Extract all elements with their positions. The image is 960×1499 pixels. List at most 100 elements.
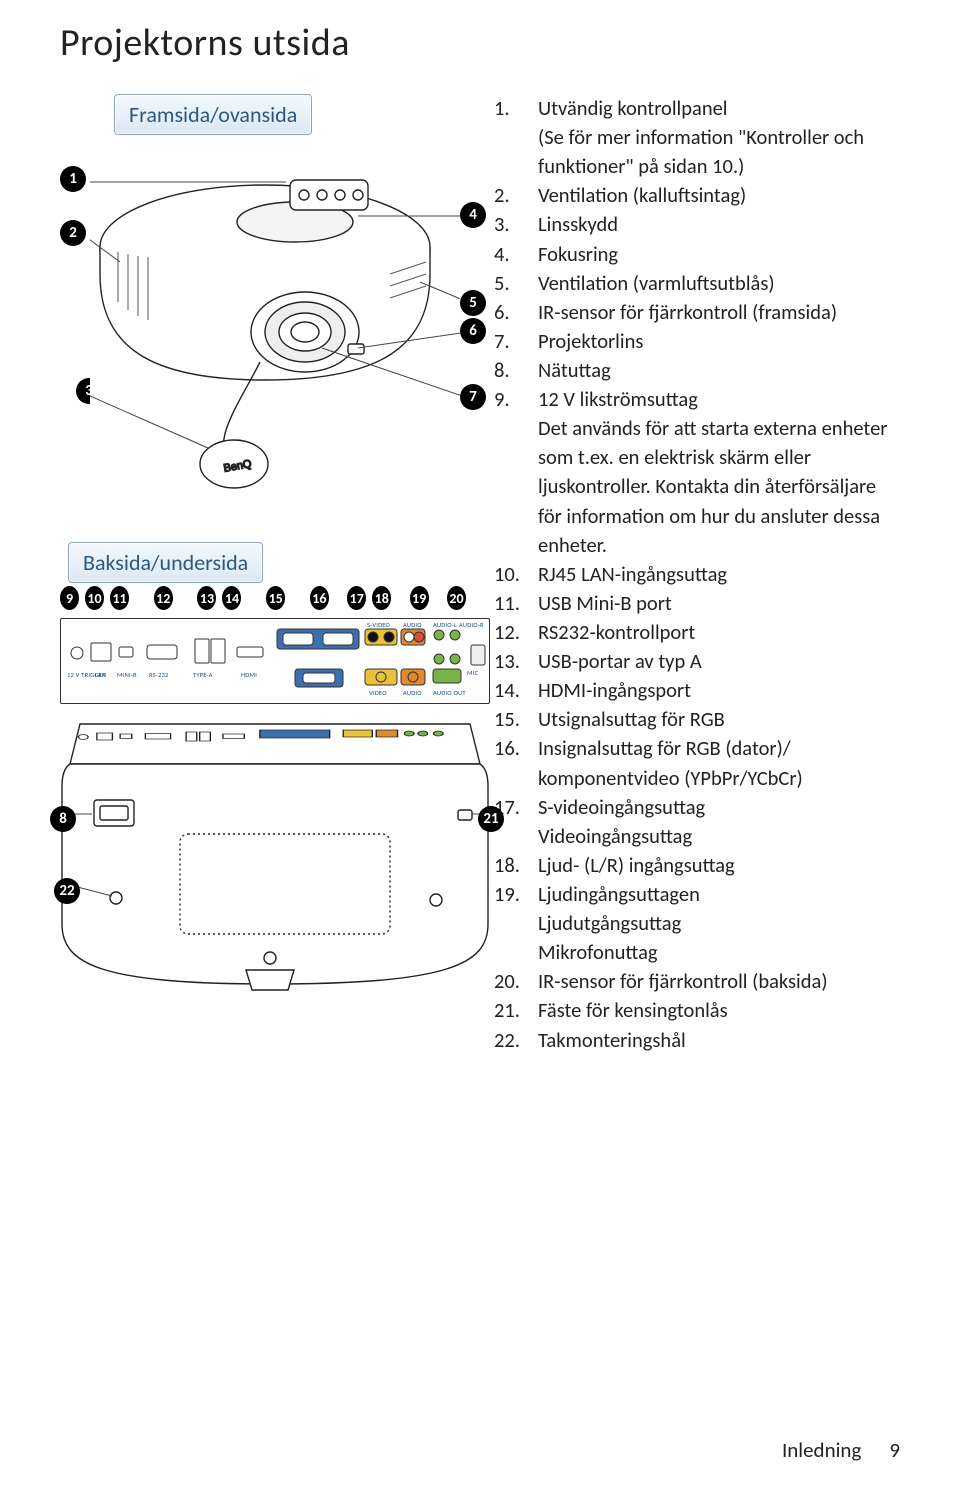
list-item-subtext: Det används för att starta externa enhet… <box>538 414 900 560</box>
callout-12: 12 <box>154 586 173 610</box>
list-item-number: 21. <box>494 996 528 1025</box>
list-item-text: Projektorlins <box>538 327 900 356</box>
rear-callout-row: 9 10 11 12 13 14 15 16 17 18 19 <box>60 586 466 610</box>
port-label-audioout: AUDIO OUT <box>433 689 466 697</box>
callout-17: 17 <box>347 586 366 610</box>
list-item: 19.LjudingångsuttagenLjudutgångsuttagMik… <box>494 880 900 967</box>
port-label-audio2: AUDIO <box>403 689 422 697</box>
list-item-number: 2. <box>494 181 528 210</box>
list-item-number: 19. <box>494 880 528 967</box>
port-label-comp1: COMPUTER-1 <box>303 689 341 697</box>
front-panel-label: Framsida/ovansida <box>114 94 312 135</box>
list-item: 21. Fäste för kensingtonlås <box>494 996 900 1025</box>
list-item-number: 9. <box>494 385 528 560</box>
list-item: 7. Projektorlins <box>494 327 900 356</box>
list-item: 10. RJ45 LAN-ingångsuttag <box>494 560 900 589</box>
list-item: 5.Ventilation (varmluftsutblås) <box>494 269 900 298</box>
callout-4: 4 <box>460 202 486 228</box>
callout-6: 6 <box>460 318 486 344</box>
list-item-number: 7. <box>494 327 528 356</box>
callout-15: 15 <box>266 586 285 610</box>
list-item-subtext: (Se för mer information "Kontroller och … <box>538 123 900 181</box>
list-item-text: RS232-kontrollport <box>538 618 900 647</box>
list-item-text: RJ45 LAN-ingångsuttag <box>538 560 900 589</box>
list-item-text: Ventilation (varmluftsutblås) <box>538 269 900 298</box>
list-item-text: Fäste för kensingtonlås <box>538 996 900 1025</box>
callout-22: 22 <box>54 878 80 904</box>
callout-20: 20 <box>447 586 466 610</box>
port-label-monitor: MONITOR OUT <box>279 621 321 629</box>
list-item: 1.Utvändig kontrollpanel(Se för mer info… <box>494 94 900 181</box>
callout-21: 21 <box>478 806 504 832</box>
list-item-number: 6. <box>494 298 528 327</box>
list-item-text: Utsignalsuttag för RGB <box>538 705 900 734</box>
callout-16: 16 <box>310 586 329 610</box>
callout-8: 8 <box>50 806 76 832</box>
port-label-hdmi: HDMI <box>241 671 257 679</box>
list-item-number: 18. <box>494 851 528 880</box>
port-label-audior: AUDIO-R <box>459 621 484 629</box>
list-item-text: Linsskydd <box>538 210 900 239</box>
description-list: 1.Utvändig kontrollpanel(Se för mer info… <box>494 94 900 1055</box>
list-item-number: 12. <box>494 618 528 647</box>
list-item: 12. RS232-kontrollport <box>494 618 900 647</box>
list-item-number: 3. <box>494 210 528 239</box>
list-item-text: IR-sensor för fjärrkontroll (baksida) <box>538 967 900 996</box>
projector-front-illustration: BenQ <box>90 142 460 492</box>
list-item-number: 10. <box>494 560 528 589</box>
port-label-mic: MIC <box>467 669 478 677</box>
list-item-number: 1. <box>494 94 528 181</box>
list-item-text: Ljud- (L/R) ingångsuttag <box>538 851 900 880</box>
list-item-text: 12 V likströmsuttagDet används för att s… <box>538 385 900 560</box>
list-item-number: 16. <box>494 734 528 792</box>
callout-14: 14 <box>222 586 241 610</box>
list-item-number: 20. <box>494 967 528 996</box>
list-item-number: 22. <box>494 1026 528 1055</box>
list-item: 20. IR-sensor för fjärrkontroll (baksida) <box>494 967 900 996</box>
list-item-number: 14. <box>494 676 528 705</box>
list-item: 17.S-videoingångsuttagVideoingångsuttag <box>494 793 900 851</box>
rear-area: Baksida/undersida 9 10 11 12 13 14 15 16… <box>60 542 466 1022</box>
list-item-text: IR-sensor för fjärrkontroll (framsida) <box>538 298 900 327</box>
list-item-number: 8. <box>494 356 528 385</box>
left-column: Framsida/ovansida 1 2 3 4 5 6 7 <box>60 94 466 1055</box>
list-item-text: Utvändig kontrollpanel(Se för mer inform… <box>538 94 900 181</box>
rear-panel-label: Baksida/undersida <box>68 542 263 583</box>
port-label-svideo: S-VIDEO <box>367 621 390 629</box>
callout-5: 5 <box>460 290 486 316</box>
list-item-subtext: Mikrofonuttag <box>538 938 900 967</box>
front-area: Framsida/ovansida 1 2 3 4 5 6 7 <box>60 94 466 534</box>
rear-port-strip: 12 V TRIGGER LAN MINI-B RS-232 TYPE-A HD… <box>60 618 490 704</box>
list-item: 9.12 V likströmsuttagDet används för att… <box>494 385 900 560</box>
projector-svg: BenQ <box>90 142 460 492</box>
port-label-lan: LAN <box>95 671 106 679</box>
list-item-text: Ventilation (kalluftsintag) <box>538 181 900 210</box>
list-item: 8.Nätuttag <box>494 356 900 385</box>
port-label-minib: MINI-B <box>117 671 137 679</box>
list-item: 18. Ljud- (L/R) ingångsuttag <box>494 851 900 880</box>
list-item-number: 15. <box>494 705 528 734</box>
list-item-number: 4. <box>494 240 528 269</box>
list-item-text: USB Mini-B port <box>538 589 900 618</box>
callout-11: 11 <box>110 586 129 610</box>
callout-10: 10 <box>85 586 104 610</box>
page: Projektorns utsida Framsida/ovansida 1 2… <box>0 0 960 1499</box>
list-item: 6. IR-sensor för fjärrkontroll (framsida) <box>494 298 900 327</box>
columns: Framsida/ovansida 1 2 3 4 5 6 7 <box>60 94 900 1055</box>
footer: Inledning 9 <box>60 1437 900 1463</box>
list-item-subtext: Ljudutgångsuttag <box>538 909 900 938</box>
callout-1: 1 <box>60 166 86 192</box>
list-item-subtext: Videoingångsuttag <box>538 822 900 851</box>
list-item-text: Takmonteringshål <box>538 1026 900 1055</box>
list-item-text: Fokusring <box>538 240 900 269</box>
right-column: 1.Utvändig kontrollpanel(Se för mer info… <box>494 94 900 1055</box>
port-label-rs232: RS-232 <box>149 671 168 679</box>
list-item: 2. Ventilation (kalluftsintag) <box>494 181 900 210</box>
projector-underside-illustration <box>60 714 490 994</box>
port-label-audiol: AUDIO-L <box>433 621 457 629</box>
port-label-typea: TYPE-A <box>193 671 213 679</box>
callout-7: 7 <box>460 384 486 410</box>
list-item: 11.USB Mini-B port <box>494 589 900 618</box>
port-label-video: VIDEO <box>369 689 387 697</box>
footer-page: 9 <box>889 1437 900 1463</box>
